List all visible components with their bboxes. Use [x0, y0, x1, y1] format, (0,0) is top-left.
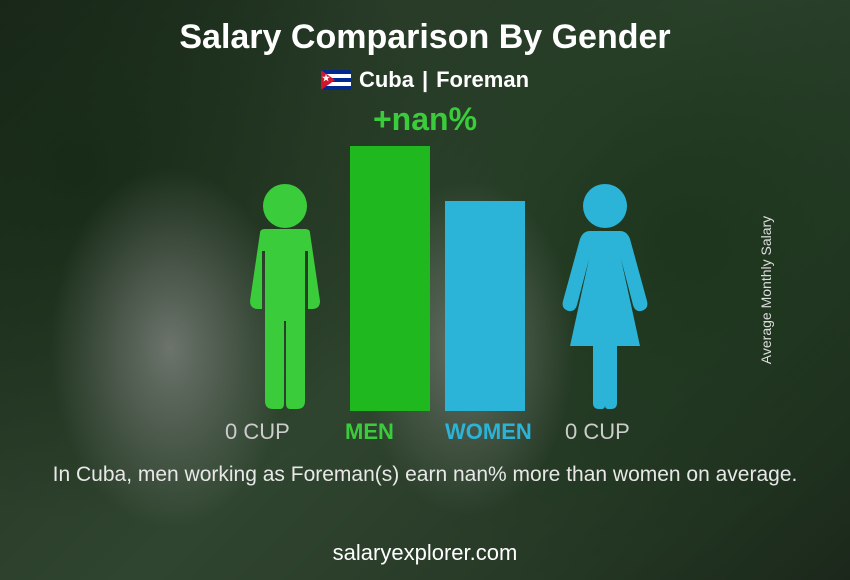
- description-text: In Cuba, men working as Foreman(s) earn …: [53, 461, 798, 488]
- women-salary-value: 0 CUP: [565, 419, 630, 445]
- man-icon: [230, 181, 340, 411]
- chart-area: +nan%: [75, 101, 775, 411]
- women-bar: [445, 201, 525, 411]
- y-axis-label: Average Monthly Salary: [758, 216, 774, 364]
- page-title: Salary Comparison By Gender: [179, 18, 670, 57]
- cuba-flag-icon: [321, 70, 351, 90]
- separator: |: [422, 67, 428, 93]
- infographic-root: Salary Comparison By Gender Cuba | Forem…: [0, 0, 850, 580]
- subtitle-row: Cuba | Foreman: [321, 67, 529, 93]
- difference-label: +nan%: [373, 101, 477, 138]
- country-label: Cuba: [359, 67, 414, 93]
- women-label: WOMEN: [445, 419, 532, 445]
- footer-credit: salaryexplorer.com: [333, 540, 518, 566]
- men-label: MEN: [345, 419, 394, 445]
- woman-icon: [545, 181, 665, 411]
- men-salary-value: 0 CUP: [225, 419, 290, 445]
- men-bar: [350, 146, 430, 411]
- job-label: Foreman: [436, 67, 529, 93]
